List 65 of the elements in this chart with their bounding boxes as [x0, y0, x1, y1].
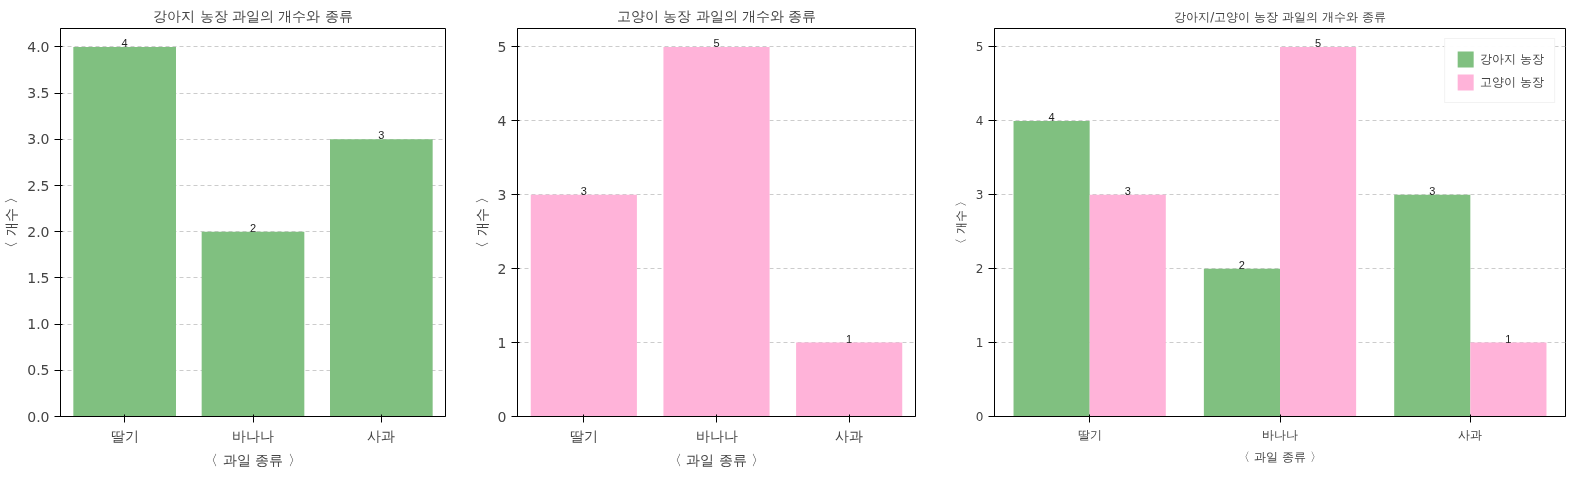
data-label: 3 [580, 184, 587, 197]
bar [1280, 46, 1357, 417]
bar [1089, 194, 1166, 417]
y-tick-label: 2.5 [27, 177, 50, 194]
y-tick-label: 2 [497, 260, 507, 277]
y-tick-label: 0.5 [27, 362, 50, 379]
data-label: 3 [378, 129, 385, 142]
data-label: 2 [1238, 258, 1245, 271]
data-label: 1 [1505, 332, 1512, 345]
chart-title: 고양이 농장 과일의 개수와 종류 [616, 7, 817, 24]
y-tick-label: 0 [975, 410, 984, 424]
y-tick-label: 1 [975, 336, 984, 351]
y-tick-label: 2.0 [27, 223, 50, 240]
y-tick-label: 1.5 [27, 269, 50, 286]
y-tick-label: 0 [497, 408, 507, 425]
legend-label: 고양이 농장 [1480, 73, 1544, 91]
bar [330, 139, 433, 417]
y-axis-title: 〈 개수 〉 [3, 190, 20, 255]
y-axis-title: 〈 개수 〉 [473, 190, 490, 255]
x-tick-label: 바나나 [232, 427, 274, 444]
bar [1470, 342, 1547, 417]
y-axis-title: 〈 개수 〉 [953, 194, 968, 251]
bar [530, 194, 637, 417]
chart-title: 강아지/고양이 농장 과일의 개수와 종류 [1174, 9, 1386, 24]
x-tick-label: 딸기 [569, 427, 598, 444]
x-tick-label: 딸기 [1077, 427, 1102, 442]
x-tick-label: 사과 [1458, 427, 1483, 442]
y-tick-label: 4.0 [27, 38, 50, 55]
bar [796, 342, 903, 417]
y-tick-label: 5 [497, 38, 507, 55]
y-tick-label: 0.0 [27, 408, 50, 425]
x-axis-title: 〈 과일 종류 〉 [204, 451, 302, 468]
y-tick-label: 3 [975, 188, 984, 203]
data-label: 3 [1429, 184, 1436, 197]
data-label: 4 [1048, 110, 1055, 123]
y-tick-label: 2 [975, 262, 984, 277]
data-label: 5 [1315, 36, 1322, 49]
bar [1394, 194, 1471, 417]
bar [73, 46, 176, 417]
legend-label: 강아지 농장 [1480, 50, 1544, 68]
x-tick-label: 바나나 [695, 427, 738, 444]
y-tick-label: 1 [497, 334, 507, 351]
y-tick-label: 4 [497, 112, 507, 129]
x-axis-title: 〈 과일 종류 〉 [1238, 449, 1322, 464]
data-label: 1 [846, 332, 853, 345]
bar [1203, 268, 1280, 417]
chart-title: 강아지 농장 과일의 개수와 종류 [153, 7, 353, 24]
bar [1013, 120, 1090, 417]
y-tick-label: 3.5 [27, 85, 50, 102]
y-tick-label: 3 [497, 186, 507, 203]
data-label: 3 [1124, 184, 1131, 197]
x-axis-title: 〈 과일 종류 〉 [667, 451, 766, 468]
x-tick-label: 바나나 [1262, 427, 1298, 442]
bar [663, 46, 770, 417]
y-tick-label: 1.0 [27, 316, 50, 333]
data-label: 4 [121, 36, 128, 49]
x-tick-label: 사과 [835, 427, 864, 444]
x-tick-label: 딸기 [110, 427, 139, 444]
data-label: 5 [713, 36, 720, 49]
y-tick-label: 5 [975, 40, 984, 55]
x-tick-label: 사과 [367, 427, 396, 444]
data-label: 2 [249, 221, 257, 234]
y-tick-label: 3.0 [27, 131, 50, 148]
bar [201, 231, 305, 417]
y-tick-label: 4 [975, 114, 984, 129]
